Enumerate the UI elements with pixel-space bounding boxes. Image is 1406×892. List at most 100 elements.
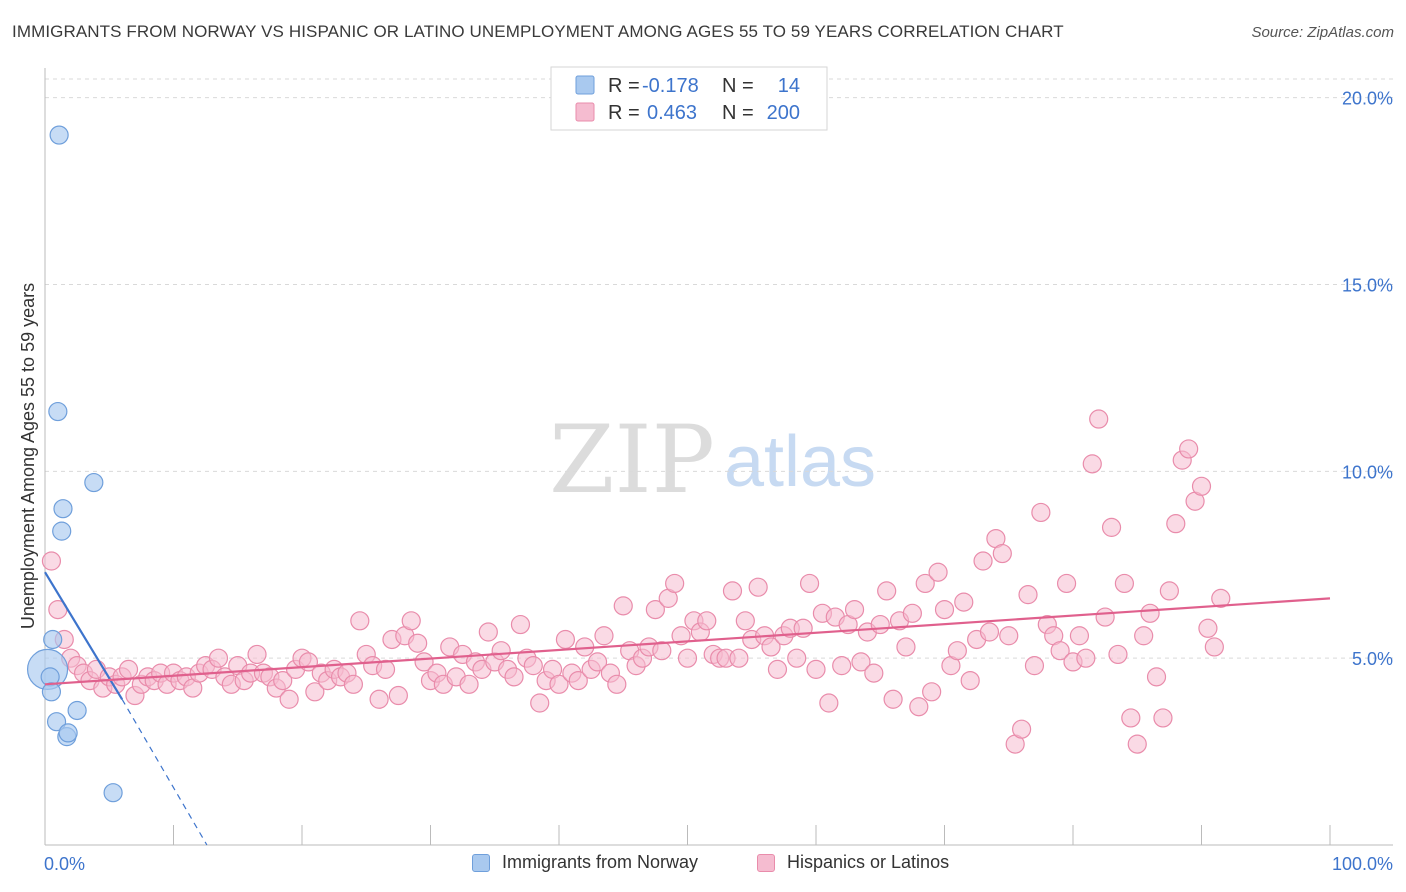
norway-point: [103, 783, 123, 803]
hispanic-point: [832, 656, 852, 676]
hispanic-point: [877, 581, 897, 601]
hispanic-point: [408, 633, 428, 653]
hispanic-point: [902, 603, 922, 623]
hispanic-point: [1140, 603, 1160, 623]
legend-bottom: Immigrants from Norway Hispanics or Lati…: [0, 852, 1406, 878]
hispanic-point: [677, 648, 698, 668]
hispanic-point: [883, 689, 903, 709]
y-tick-label: 20.0%: [1342, 89, 1393, 109]
hispanic-point: [343, 674, 363, 694]
norway-point: [48, 401, 68, 422]
legend-swatch-pink: [757, 853, 775, 872]
hispanic-point: [369, 689, 389, 709]
hispanic-point: [1114, 573, 1135, 594]
legend-top: R = -0.178 N = 14 R = 0.463 N = 200: [550, 66, 828, 131]
y-tick-label: 10.0%: [1342, 462, 1393, 482]
hispanic-point: [1018, 585, 1038, 605]
gridlines: [45, 78, 1393, 659]
hispanic-point: [652, 641, 672, 661]
hispanic-point: [1050, 641, 1070, 661]
hispanic-point: [947, 641, 967, 661]
hispanic-point: [1095, 607, 1115, 627]
hispanic-point: [118, 659, 139, 679]
hispanic-point: [928, 562, 948, 582]
norway-point: [53, 499, 73, 519]
hispanic-point: [851, 652, 871, 672]
hispanic-point: [1024, 656, 1045, 676]
hispanic-point: [915, 573, 935, 594]
chart-title: IMMIGRANTS FROM NORWAY VS HISPANIC OR LA…: [12, 22, 1064, 41]
hispanic-point: [799, 573, 820, 594]
legend-item-hispanic: Hispanics or Latinos: [757, 852, 949, 873]
hispanic-trend-line: [44, 597, 1331, 686]
hispanic-point: [973, 551, 993, 571]
hispanic-point: [491, 641, 511, 661]
norway-trend-line: [44, 571, 124, 700]
norway-point: [58, 723, 78, 743]
hispanic-point: [587, 652, 608, 672]
hispanic-point: [954, 592, 974, 612]
watermark: ZIP atlas: [549, 406, 876, 515]
hispanic-point: [388, 685, 408, 706]
hispanic-point: [729, 648, 749, 668]
hispanic-point: [748, 577, 768, 597]
norway-point: [43, 629, 63, 650]
hispanic-point: [1134, 626, 1154, 646]
hispanic-point: [697, 611, 717, 631]
tick-labels: 5.0% 10.0% 15.0% 20.0% 0.0% 100.0%: [44, 89, 1393, 874]
legend-n-label: N =: [722, 75, 754, 97]
hispanic-point: [414, 652, 434, 672]
hispanic-point: [1166, 514, 1186, 534]
hispanic-point: [1179, 439, 1199, 459]
hispanic-point: [1089, 409, 1109, 429]
hispanic-point: [568, 670, 588, 691]
hispanic-point: [767, 659, 788, 679]
legend-n-label: N =: [722, 102, 754, 124]
source-credit: Source: ZipAtlas.com: [1251, 24, 1394, 41]
hispanic-point: [761, 637, 781, 657]
norway-point: [67, 700, 87, 721]
hispanic-point: [208, 648, 229, 668]
trend-lines: [44, 571, 1331, 846]
hispanic-point: [1211, 588, 1231, 608]
hispanic-point: [1069, 626, 1090, 646]
hispanic-point: [870, 614, 890, 635]
hispanic-point: [844, 599, 865, 620]
hispanic-point: [510, 614, 531, 635]
legend-label: Immigrants from Norway: [502, 852, 699, 872]
hispanic-point: [1056, 573, 1077, 594]
legend-swatch-blue: [472, 853, 490, 872]
hispanic-point: [1101, 517, 1122, 537]
hispanic-point: [549, 674, 569, 694]
y-tick-label: 15.0%: [1342, 276, 1393, 296]
hispanic-point: [665, 573, 685, 594]
hispanic-point: [979, 622, 1000, 642]
hispanic-point: [613, 596, 633, 616]
pink-series-points: [41, 409, 1231, 754]
hispanic-point: [1153, 708, 1173, 728]
legend-item-norway: Immigrants from Norway: [472, 852, 698, 873]
hispanic-point: [1146, 667, 1167, 687]
y-tick-label: 5.0%: [1352, 649, 1393, 669]
hispanic-point: [819, 693, 839, 713]
hispanic-point: [1076, 648, 1096, 668]
norway-point: [49, 125, 69, 145]
norway-point: [41, 682, 62, 702]
hispanic-point: [555, 629, 576, 650]
hispanic-point: [896, 637, 916, 657]
hispanic-point: [934, 599, 955, 620]
hispanic-point: [960, 670, 980, 691]
hispanic-point: [806, 659, 826, 679]
x-tick-label-min: 0.0%: [44, 854, 85, 874]
norway-point: [46, 712, 67, 732]
hispanic-point: [787, 648, 807, 668]
hispanic-point: [41, 551, 62, 571]
hispanic-point: [273, 670, 293, 691]
axes: [44, 68, 1393, 846]
hispanic-point: [1082, 454, 1102, 474]
legend-swatch-pink: [575, 102, 595, 122]
x-tick-label-max: 100.0%: [1332, 854, 1393, 874]
legend-box: [550, 66, 828, 131]
hispanic-point: [1108, 644, 1128, 665]
